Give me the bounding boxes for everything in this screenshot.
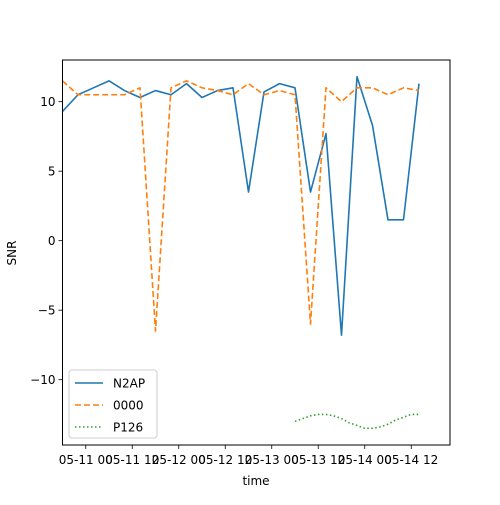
series-line-2 [61, 80, 420, 332]
x-tick-label: 05-12 00 [152, 453, 206, 467]
x-tick-label: 05-14 00 [338, 453, 392, 467]
x-tick-label: 05-14 12 [384, 453, 438, 467]
legend-box [68, 369, 158, 439]
y-tick-label: −5 [38, 304, 56, 318]
plot-frame [62, 59, 451, 446]
series-line-1 [61, 75, 420, 337]
legend-label: N2AP [113, 377, 145, 391]
x-tick-label: 05-11 00 [59, 453, 113, 467]
x-tick-label: 05-13 00 [245, 453, 299, 467]
series-layer [61, 75, 420, 430]
legend-label: 0000 [113, 399, 144, 413]
y-tick-label: 5 [48, 165, 56, 179]
y-axis-title: SNR [5, 241, 19, 266]
x-tick-label: 05-12 12 [198, 453, 252, 467]
legend-label: P126 [113, 421, 143, 435]
x-axis-title: time [242, 474, 269, 488]
series-line-3 [294, 413, 419, 430]
x-tick-label: 05-11 12 [105, 453, 159, 467]
y-tick-label: 10 [40, 95, 55, 109]
legend: N2AP 0000 P126 [68, 369, 158, 439]
y-tick-label: −10 [30, 373, 55, 387]
y-tick-label: 0 [48, 234, 56, 248]
x-tick-label: 05-13 12 [291, 453, 345, 467]
